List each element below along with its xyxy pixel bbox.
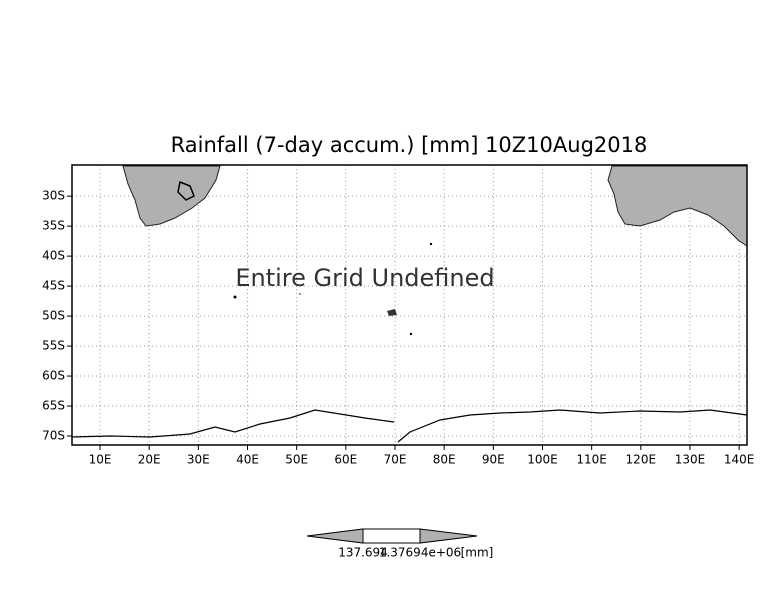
- plot-frame: [71, 164, 748, 446]
- island: [298, 292, 302, 296]
- lon-tick-label: 70E: [384, 453, 407, 467]
- lat-tick-label: 70S: [42, 429, 65, 443]
- lon-tick-label: 130E: [675, 453, 706, 467]
- australia: [607, 165, 748, 247]
- colorbar-unit: [mm]: [461, 546, 494, 560]
- map-title: Rainfall (7-day accum.) [mm] 10Z10Aug201…: [171, 133, 648, 157]
- lat-tick-label: 45S: [42, 279, 65, 293]
- kerguelen: [387, 309, 397, 316]
- antarctica-coast-west: [71, 409, 395, 438]
- antarctica-coast-east: [397, 409, 748, 443]
- lon-tick-label: 140E: [724, 453, 755, 467]
- lon-tick-label: 40E: [236, 453, 259, 467]
- island: [409, 332, 413, 336]
- lon-tick-label: 120E: [626, 453, 657, 467]
- lat-tick-label: 60S: [42, 369, 65, 383]
- annotation: Entire Grid Undefined: [235, 264, 494, 292]
- lon-tick-label: 110E: [576, 453, 607, 467]
- colorbar-label: 1.37694e+06: [379, 546, 461, 560]
- colorbar-high: [419, 528, 478, 544]
- lon-tick-label: 10E: [89, 453, 112, 467]
- lon-tick-label: 90E: [482, 453, 505, 467]
- lon-tick-label: 80E: [433, 453, 456, 467]
- lat-tick-label: 30S: [42, 189, 65, 203]
- lon-tick-label: 30E: [187, 453, 210, 467]
- lesotho-border: [177, 180, 195, 201]
- lat-tick-label: 65S: [42, 399, 65, 413]
- grid: [72, 165, 747, 445]
- lon-tick-label: 60E: [334, 453, 357, 467]
- lon-tick-label: 50E: [285, 453, 308, 467]
- africa: [122, 165, 221, 227]
- lat-tick-label: 50S: [42, 309, 65, 323]
- lat-tick-label: 55S: [42, 339, 65, 353]
- lat-tick-label: 40S: [42, 249, 65, 263]
- lon-tick-label: 100E: [527, 453, 558, 467]
- lon-tick-label: 20E: [138, 453, 161, 467]
- island: [233, 295, 237, 299]
- colorbar-box: [362, 528, 421, 544]
- lat-tick-label: 35S: [42, 219, 65, 233]
- island: [429, 242, 433, 246]
- colorbar-label: 137.694: [338, 546, 388, 560]
